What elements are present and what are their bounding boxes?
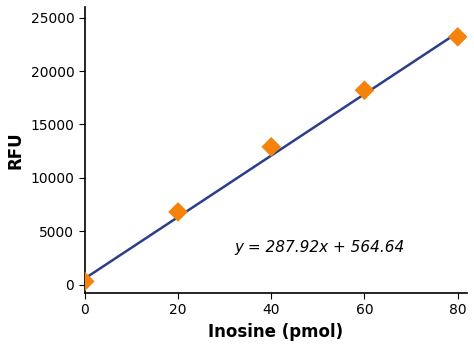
Point: [267, 144, 275, 150]
Point: [361, 87, 368, 93]
Point: [81, 278, 89, 284]
Text: y = 287.92x + 564.64: y = 287.92x + 564.64: [234, 240, 404, 255]
Y-axis label: RFU: RFU: [7, 131, 25, 169]
Point: [174, 209, 182, 215]
Point: [454, 34, 462, 40]
X-axis label: Inosine (pmol): Inosine (pmol): [209, 323, 344, 341]
